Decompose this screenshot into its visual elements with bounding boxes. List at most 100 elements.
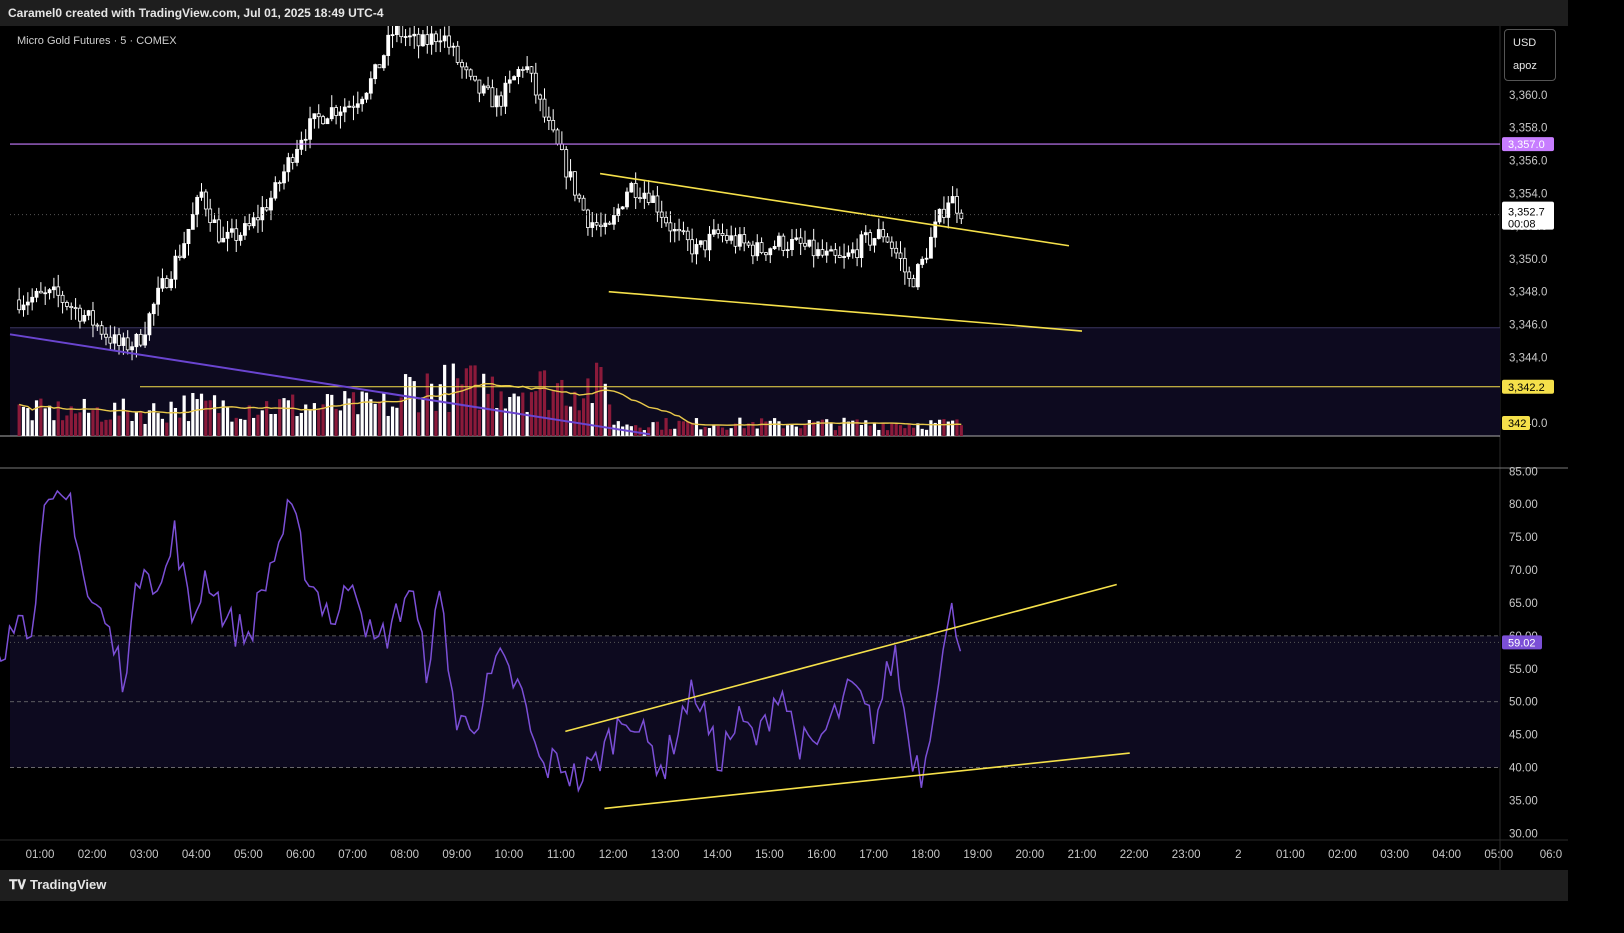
- candle-body: [616, 208, 621, 216]
- candle-body: [338, 111, 343, 116]
- rsi-channel-upper-line: [565, 583, 1117, 733]
- candle-body: [694, 244, 699, 255]
- candle-body: [286, 157, 291, 173]
- tradingview-logo[interactable]: 𝐓𝐕 TradingView: [9, 877, 106, 893]
- volume-bar: [699, 429, 703, 436]
- volume-bar: [416, 412, 421, 436]
- candle-body: [690, 239, 695, 255]
- volume-bar: [786, 425, 790, 436]
- candle-body: [803, 242, 807, 247]
- candle-body: [607, 222, 612, 225]
- volume-bar: [252, 417, 256, 436]
- volume-bar: [382, 393, 386, 436]
- rsi-value-tag-bg: [1502, 635, 1542, 650]
- candle-body: [751, 244, 755, 257]
- candle-body: [264, 207, 269, 211]
- candle-body: [612, 215, 616, 225]
- volume-bar: [104, 419, 108, 436]
- candle-body: [720, 232, 725, 236]
- volume-bar: [273, 413, 277, 436]
- candle-body: [138, 333, 143, 346]
- rsi-tick-label: 45.00: [1509, 730, 1538, 742]
- volume-bar: [212, 395, 217, 436]
- volume-bar: [738, 417, 742, 436]
- candle-body: [173, 255, 178, 280]
- volume-bar: [126, 410, 130, 436]
- candle-body: [25, 301, 30, 306]
- volume-bar: [751, 422, 755, 436]
- candle-body: [724, 235, 729, 241]
- volume-bar: [139, 411, 143, 436]
- volume-bar: [117, 415, 121, 436]
- candle-body: [546, 116, 551, 121]
- candle-body: [243, 223, 247, 236]
- candle-body: [212, 219, 217, 223]
- candle-body: [125, 337, 130, 351]
- candle-body: [464, 66, 469, 71]
- rsi-tick-label: 75.00: [1509, 532, 1538, 544]
- time-tick-label: 21:00: [1068, 849, 1097, 861]
- volume-bar: [247, 405, 251, 436]
- candle-body: [447, 35, 451, 48]
- chart-canvas[interactable]: 3,360.03,358.03,356.03,354.03,352.03,350…: [0, 0, 1568, 901]
- candle-body: [117, 334, 121, 346]
- candle-body: [186, 228, 191, 244]
- volume-bar: [664, 418, 668, 436]
- time-tick-label: 18:00: [911, 849, 940, 861]
- volume-bar: [17, 404, 21, 436]
- candle-body: [134, 333, 139, 348]
- candle-body: [156, 287, 160, 305]
- candle-body: [368, 78, 373, 94]
- volume-bar: [712, 425, 716, 436]
- time-tick-label: 04:00: [1432, 849, 1461, 861]
- candle-body: [529, 66, 534, 74]
- attribution-bar: Caramel0 created with TradingView.com, J…: [0, 0, 1568, 26]
- volume-ma-line: [18, 382, 962, 426]
- volume-bar: [608, 404, 612, 436]
- candle-body: [329, 107, 334, 120]
- volume-bar: [47, 405, 52, 436]
- candle-body: [494, 95, 499, 108]
- volume-bar: [113, 402, 117, 436]
- volume-bar: [156, 413, 160, 436]
- candle-body: [347, 105, 352, 108]
- volume-bar: [204, 400, 208, 436]
- volume-bar: [395, 407, 399, 436]
- channel-upper-line: [599, 172, 1070, 247]
- last-price-tag-bg: [1502, 201, 1554, 230]
- candle-body: [230, 228, 234, 233]
- candle-body: [564, 149, 569, 178]
- volume-bar: [503, 408, 508, 436]
- candle-body: [308, 118, 312, 140]
- volume-bar: [937, 419, 942, 436]
- candle-body: [955, 196, 959, 214]
- last-price-label: 3,352.7: [1508, 207, 1545, 219]
- volume-bar: [812, 421, 816, 436]
- candle-body: [559, 143, 564, 151]
- volume-bar: [729, 428, 733, 436]
- volume-bar: [56, 401, 60, 436]
- candle-body: [112, 334, 117, 344]
- currency-selector[interactable]: USD apoz: [1504, 29, 1556, 81]
- rsi-tick-label: 80.00: [1509, 499, 1538, 511]
- candle-body: [381, 55, 386, 69]
- candle-body: [373, 64, 378, 80]
- candle-body: [99, 325, 104, 335]
- volume-bar: [551, 389, 555, 436]
- volume-bar: [43, 408, 47, 436]
- volume-bar: [951, 420, 955, 436]
- time-tick-label: 01:00: [26, 849, 55, 861]
- volume-bar: [807, 419, 811, 436]
- rsi-tick-label: 55.00: [1509, 664, 1538, 676]
- volume-bar: [143, 423, 147, 436]
- candle-body: [742, 234, 747, 244]
- candle-body: [894, 247, 899, 254]
- candle-body: [377, 64, 382, 69]
- candle-body: [43, 292, 48, 295]
- candle-body: [872, 238, 877, 246]
- candle-body: [195, 196, 200, 215]
- volume-bar: [78, 412, 82, 436]
- volume-bar: [903, 428, 907, 436]
- volume-bar: [265, 401, 269, 436]
- volume-bar: [655, 421, 659, 436]
